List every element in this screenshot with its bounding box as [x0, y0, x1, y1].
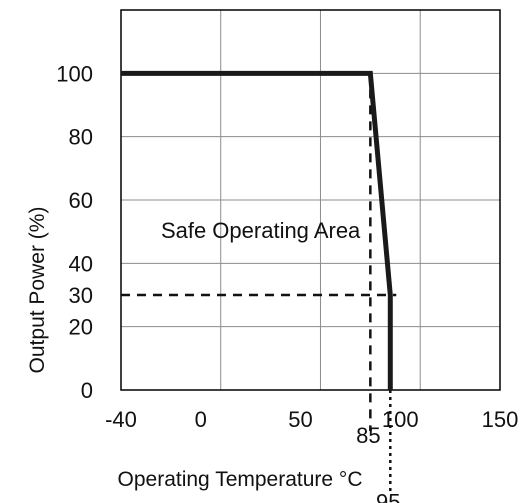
series-lines — [121, 70, 393, 390]
y-tick-label: 100 — [56, 61, 93, 86]
annotation-safe-operating-area: Safe Operating Area — [161, 218, 361, 243]
reference-lines — [121, 73, 397, 492]
x-tick-label: -40 — [105, 407, 137, 432]
x-tick-label: 0 — [195, 407, 207, 432]
y-tick-label: 60 — [69, 188, 93, 213]
y-tick-label: 0 — [81, 378, 93, 403]
x-tick-label: 150 — [482, 407, 519, 432]
y-tick-label: 20 — [69, 315, 93, 340]
tick-labels: -40 0 50 100 150 0 20 40 60 80 100 — [56, 61, 518, 432]
annotations: 30 85 95 Safe Operating Area — [69, 218, 401, 503]
y-tick-label: 40 — [69, 251, 93, 276]
y-axis-label: Output Power (%) — [26, 207, 49, 374]
annotation-95: 95 — [376, 489, 400, 503]
x-tick-label: 50 — [288, 407, 312, 432]
plot-frame — [120, 9, 501, 391]
grid-lines — [120, 9, 501, 391]
x-axis-label: Operating Temperature °C — [118, 468, 363, 491]
annotation-85: 85 — [356, 423, 380, 448]
y-tick-label: 80 — [69, 125, 93, 150]
annotation-30: 30 — [69, 283, 93, 308]
x-tick-label: 100 — [382, 407, 419, 432]
series-line — [121, 70, 393, 390]
